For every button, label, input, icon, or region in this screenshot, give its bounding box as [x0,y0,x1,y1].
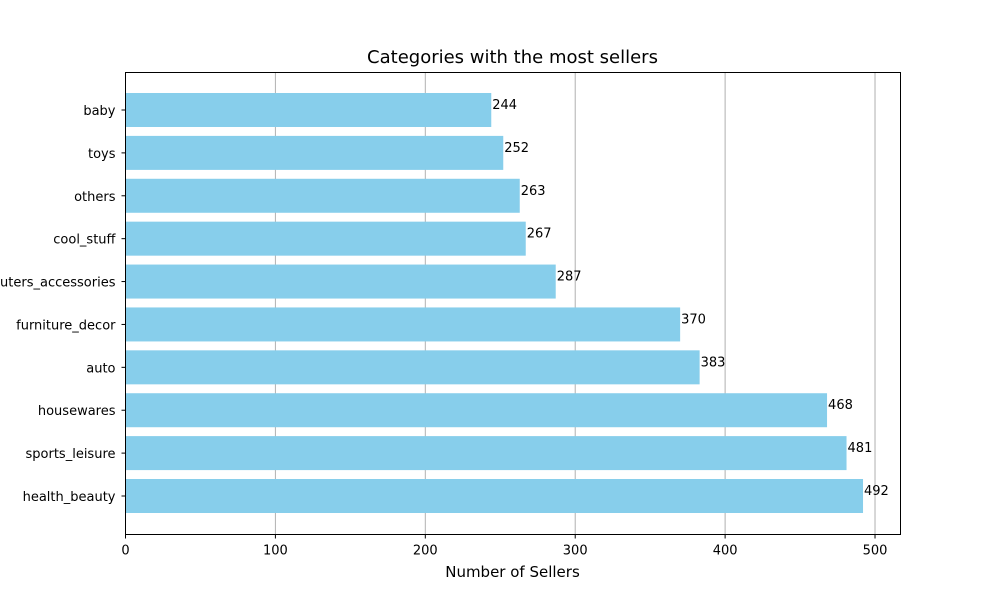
plot-frame [125,72,901,535]
y-tick-label-others: others [74,190,116,205]
x-tick-label: 400 [713,544,738,559]
bar-baby [125,93,492,127]
x-tick-label: 200 [413,544,438,559]
bar-cool_stuff [125,221,526,256]
x-axis-ticks: 0 100 200 300 400 500 [121,534,888,559]
y-tick-label-sports_leisure: sports_leisure [26,447,116,462]
data-label-computers_accessories: 287 [557,270,582,285]
x-axis-label: Number of Sellers [445,563,580,581]
y-tick-label-furniture_decor: furniture_decor [16,318,116,333]
y-tick-label-cool_stuff: cool_stuff [53,233,116,248]
chart-title: Categories with the most sellers [367,47,658,68]
y-axis-ticks: health_beauty sports_leisure housewares aut… [0,104,126,505]
bar-health_beauty [125,479,864,513]
y-tick-label-computers_accessories: computers_accessories [0,276,116,291]
bars [125,93,864,513]
data-labels: 492 481 468 383 370 287 267 263 252 244 [492,98,889,499]
data-label-sports_leisure: 481 [848,441,873,456]
x-tick-label: 100 [263,544,288,559]
data-label-housewares: 468 [828,398,853,413]
y-tick-label-health_beauty: health_beauty [23,490,116,505]
x-tick-label: 500 [863,544,888,559]
bar-auto [125,350,700,385]
data-label-toys: 252 [504,141,529,156]
y-tick-label-toys: toys [88,147,116,162]
data-label-auto: 383 [701,355,726,370]
bar-housewares [125,393,828,428]
bar-toys [125,135,504,170]
bar-others [125,178,520,213]
bar-computers_accessories [125,264,556,299]
x-tick-label: 300 [563,544,588,559]
data-label-cool_stuff: 267 [527,227,552,242]
data-label-furniture_decor: 370 [681,312,706,327]
bar-sports_leisure [125,436,847,471]
data-label-baby: 244 [492,98,517,113]
data-label-health_beauty: 492 [864,484,889,499]
y-tick-label-housewares: housewares [38,404,116,419]
data-label-others: 263 [521,184,546,199]
x-tick-label: 0 [121,544,129,559]
y-tick-label-auto: auto [86,361,115,376]
bar-furniture_decor [125,307,681,342]
y-tick-label-baby: baby [83,104,115,119]
